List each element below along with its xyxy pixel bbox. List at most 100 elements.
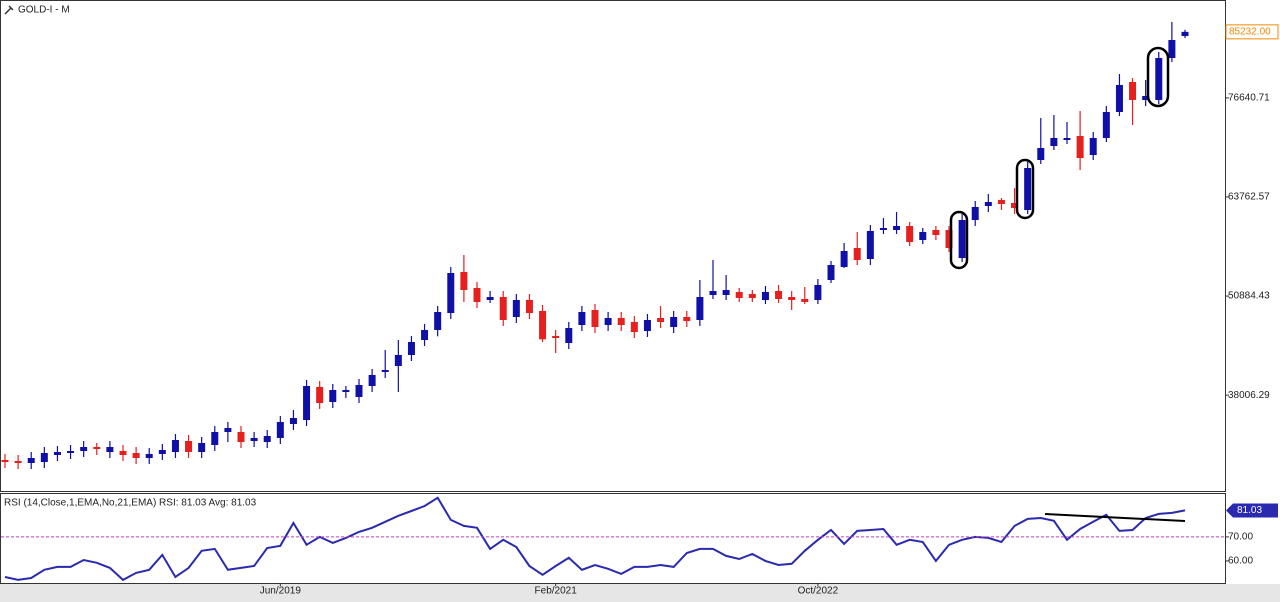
candle-body [1168,40,1176,58]
candle-body [381,370,389,372]
candle-body [1037,148,1045,160]
rsi-tick-label: 60.00 [1228,556,1253,567]
candle-body [53,452,61,455]
x-tick-label: Jun/2019 [260,586,302,597]
candle-body [27,458,35,463]
highlight-ellipse [949,210,969,270]
candle-body [158,450,166,454]
rsi-badge-label: 81.03 [1237,505,1262,516]
candle-body [80,447,88,451]
candle-body [683,317,691,321]
candle-body [617,318,625,325]
candle-body [355,385,363,397]
candle-body [1102,112,1110,138]
rsi-title: RSI (14,Close,1,EMA,No,21,EMA) RSI: 81.0… [4,498,257,509]
candle-body [237,432,245,442]
marks [1,22,1189,582]
candle-body [866,231,874,259]
candle-body [840,251,848,267]
candle-body [801,299,809,302]
y-tick-label: 50884.43 [1228,291,1270,302]
candle-body [670,317,678,327]
candle-body [775,291,783,299]
candle-body [185,441,193,452]
candle-body [761,292,769,300]
candle-body [224,428,232,432]
candle-body [434,312,442,330]
candle-body [643,320,651,331]
candle-body [289,418,297,424]
candle-body [748,294,756,298]
candle-body [316,387,324,403]
y-tick-label: 63762.57 [1228,192,1270,203]
candle-body [1115,85,1123,112]
candle-body [879,228,887,230]
candle-body [932,230,940,235]
candle-body [945,230,953,248]
candle-body [421,330,429,340]
candle-body [1050,138,1058,146]
candle-body [788,297,796,300]
candle-body [473,288,481,302]
candle-body [486,297,494,300]
candle-body [604,318,612,325]
rsi-panel-frame [0,493,1226,584]
candle-body [971,207,979,220]
candle-body [997,200,1005,204]
candle-body [1089,138,1097,155]
candle-body [1155,58,1163,100]
candle-body [539,311,547,340]
candle-body [93,447,101,449]
candle-body [447,273,455,313]
pencil-icon [4,5,14,15]
candle-body [814,285,822,300]
candle-body [591,310,599,327]
candle-body [211,432,219,445]
price-panel-frame [0,0,1226,492]
chart-title: GOLD-I - M [18,5,70,16]
x-tick-label: Oct/2022 [798,586,839,597]
last-price-badge [1225,24,1279,40]
candle-body [132,453,140,458]
candle-body [106,447,114,452]
candle-body [303,386,311,420]
candle-body [565,328,573,343]
x-tick-label: Feb/2021 [535,586,578,597]
candle-body [827,265,835,280]
candle-body [460,272,468,290]
candle-body [276,422,284,438]
candle-body [630,322,638,332]
candle-body [119,451,127,455]
rsi-badge [1226,503,1278,518]
candle-body [198,443,206,452]
highlight-ellipse [1015,158,1035,220]
candle-body [657,318,665,322]
candle-body [250,438,258,441]
candle-body [329,390,337,402]
candle-body [1142,96,1150,100]
candle-body [1076,136,1084,158]
candle-body [906,226,914,242]
candle-body [853,248,861,260]
candle-body [552,336,560,338]
candle-body [1011,203,1019,208]
candle-body [171,440,179,452]
candle-body [407,342,415,355]
y-tick-label: 76640.71 [1228,93,1270,104]
candle-body [263,436,271,442]
candle-body [722,290,730,295]
candle-body [1181,31,1189,36]
candle-body [958,220,966,258]
candle-body [67,451,75,453]
candle-body [709,291,717,295]
candle-body [525,300,533,313]
last-price-label: 85232.00 [1229,26,1271,37]
candle-body [40,453,48,462]
candle-body [342,390,350,392]
candle-body [1024,168,1032,210]
candle-body [696,297,704,320]
candle-body [1063,138,1071,140]
candle-body [394,355,402,366]
